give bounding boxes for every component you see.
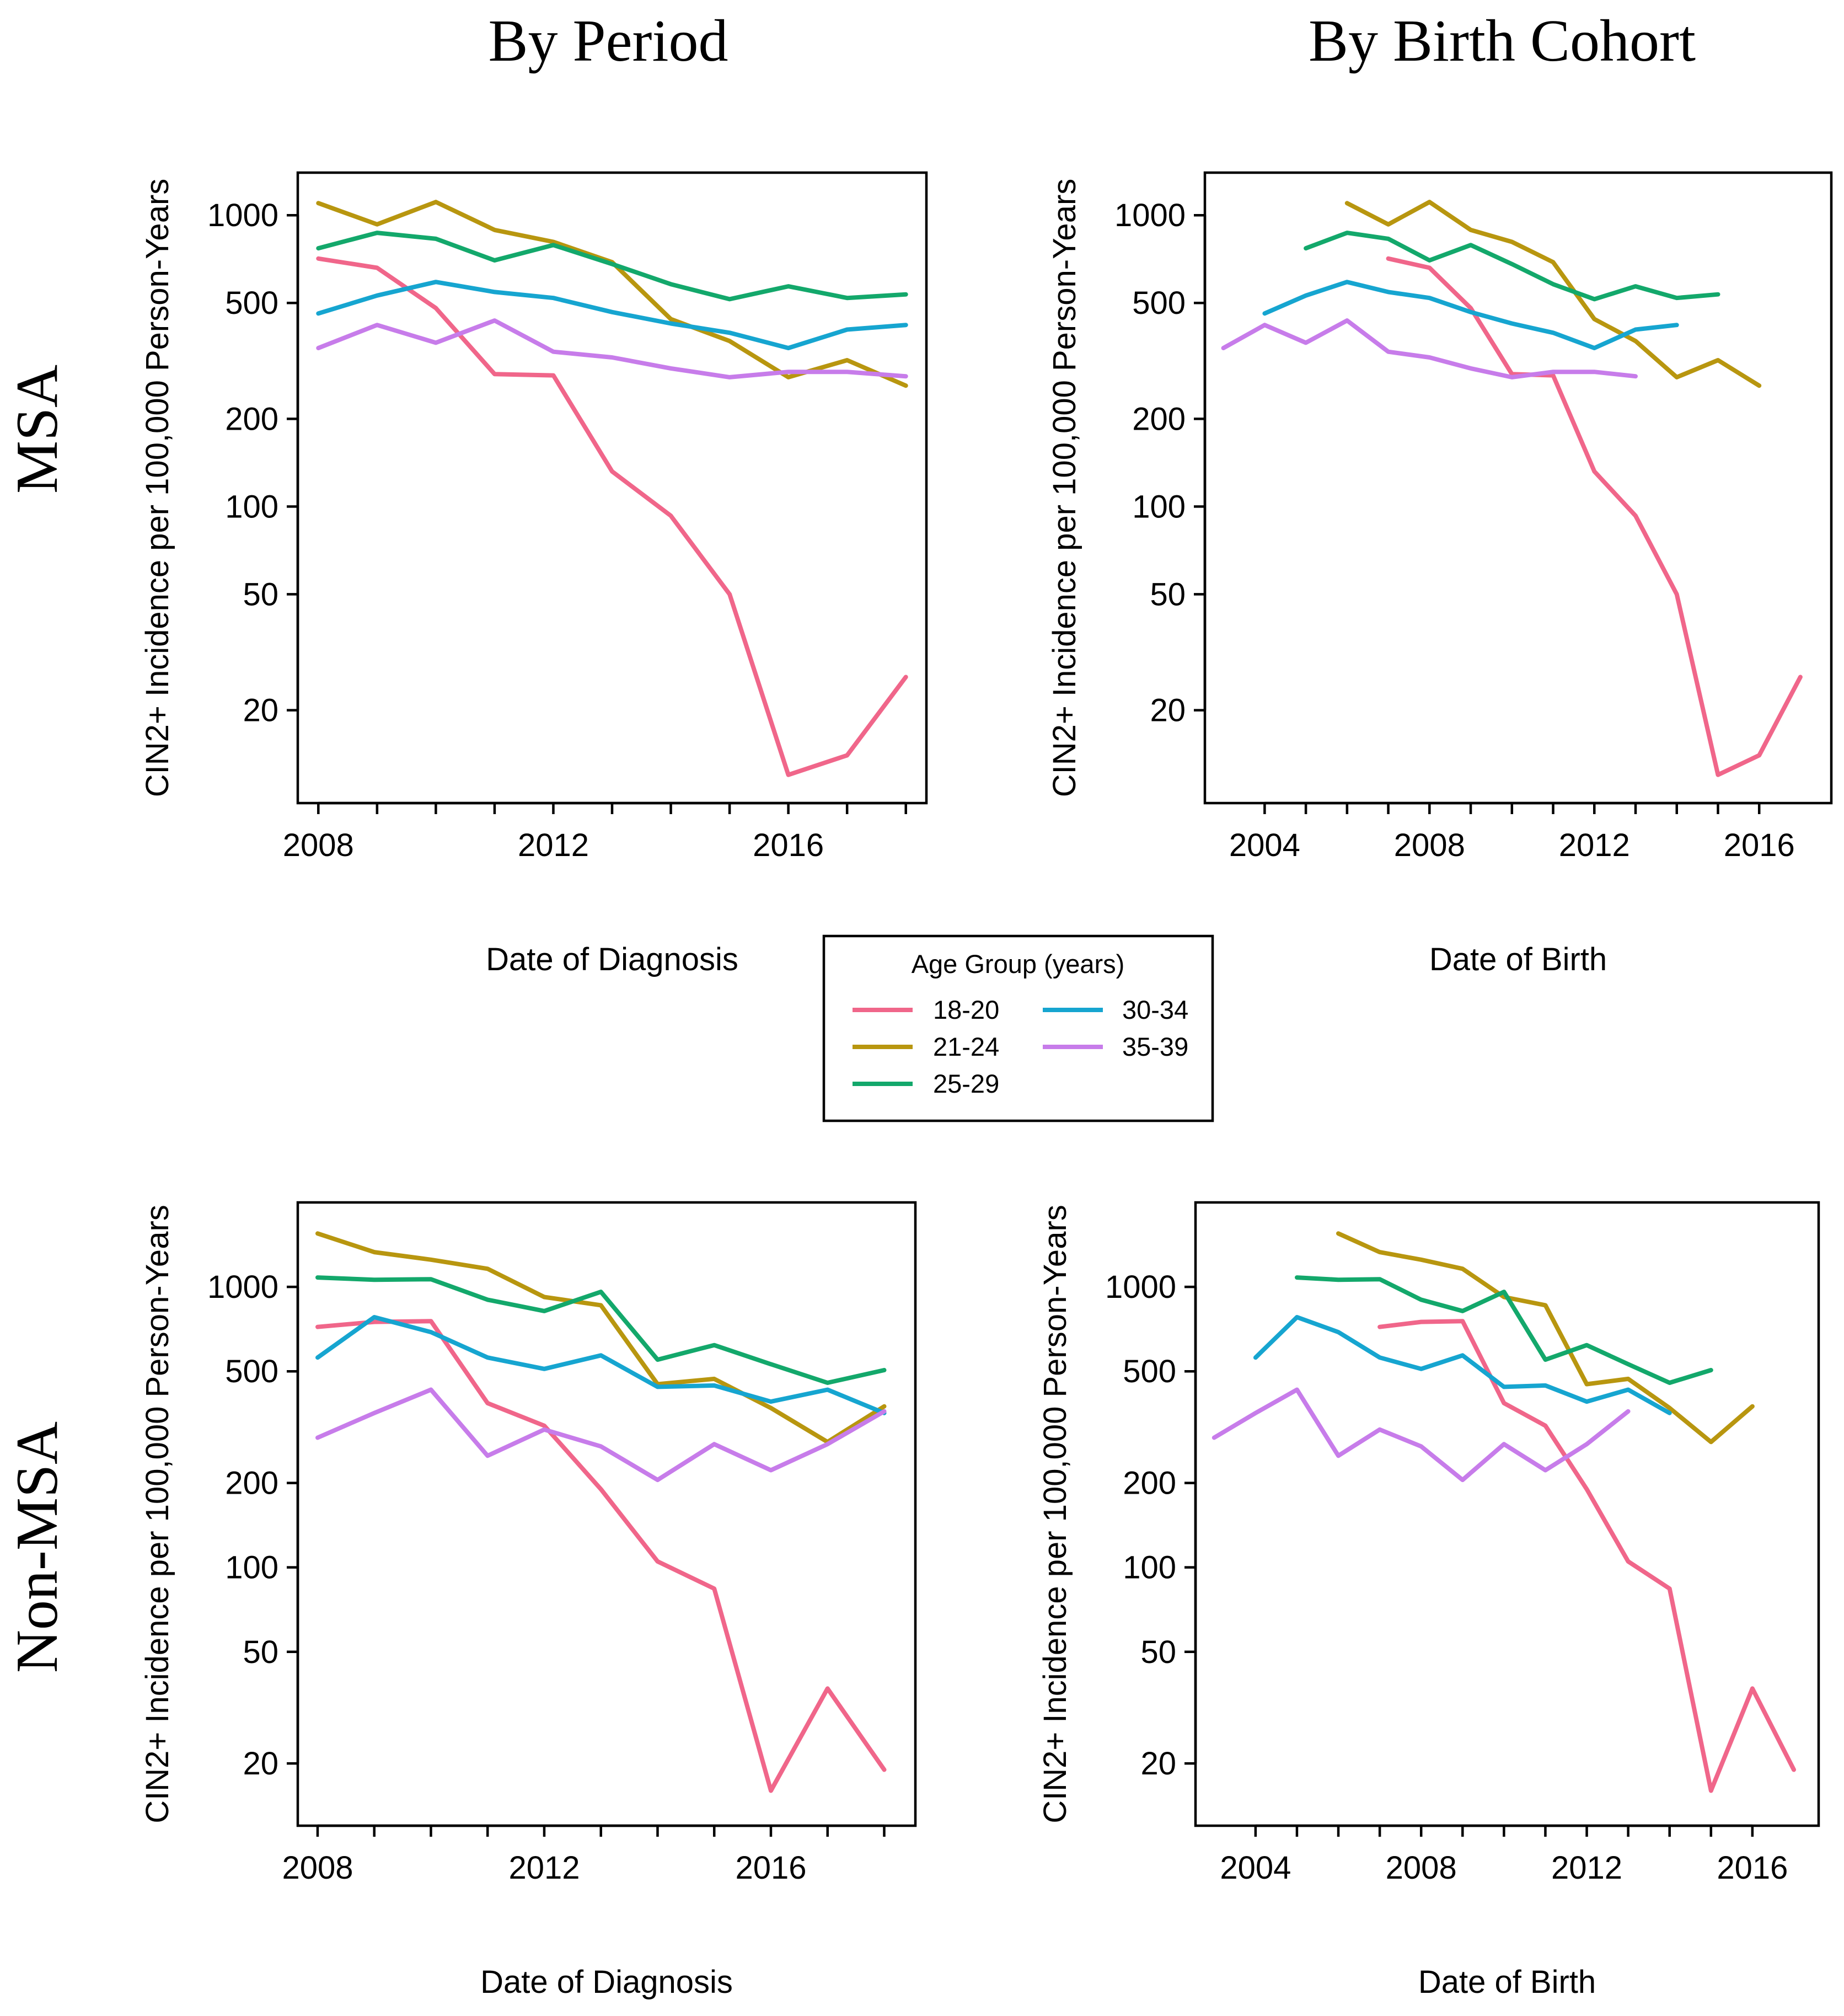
y-tick-label-20: 20: [1150, 693, 1186, 729]
y-tick-label-100: 100: [1132, 489, 1186, 525]
series-line-30-34: [1262, 280, 1679, 350]
series-line-21-24: [315, 1231, 887, 1445]
y-tick-label-100: 100: [225, 1550, 278, 1586]
series-line-30-34: [315, 1315, 887, 1415]
y-tick-label-1000: 1000: [1114, 197, 1186, 233]
legend-box: [822, 934, 1214, 1122]
x-axis-title: Date of Diagnosis: [480, 1964, 733, 2000]
series-line-25-29: [315, 1275, 887, 1385]
x-tick-label-2008: 2008: [282, 1850, 353, 1886]
series-line-25-29: [1295, 1275, 1713, 1385]
y-tick-label-500: 500: [1123, 1354, 1176, 1389]
x-tick-label-2012: 2012: [518, 827, 589, 863]
y-tick-label-50: 50: [1150, 576, 1186, 612]
legend-label-25-29: 25-29: [933, 1069, 999, 1098]
y-tick-label-500: 500: [225, 285, 278, 321]
y-axis-title: CIN2+ Incidence per 100,000 Person-Years: [1047, 179, 1082, 798]
y-tick-label-50: 50: [243, 576, 278, 612]
y-tick-label-20: 20: [1140, 1746, 1176, 1782]
series-line-25-29: [316, 231, 908, 302]
series-line-35-39: [316, 318, 908, 379]
y-tick-label-200: 200: [1132, 401, 1186, 437]
series-line-21-24: [1344, 200, 1762, 388]
x-tick-label-2012: 2012: [508, 1850, 580, 1886]
y-tick-label-1000: 1000: [207, 1269, 278, 1305]
x-tick-label-2008: 2008: [1386, 1850, 1457, 1886]
column-title-period: By Period: [488, 8, 728, 74]
legend-label-18-20: 18-20: [933, 995, 999, 1024]
series-line-35-39: [1221, 318, 1638, 379]
y-tick-label-1000: 1000: [1105, 1269, 1176, 1305]
y-axis-title: CIN2+ Incidence per 100,000 Person-Years: [140, 1205, 175, 1824]
row-title-msa: MSA: [4, 365, 70, 494]
series-line-30-34: [316, 280, 908, 350]
y-tick-label-200: 200: [1123, 1466, 1176, 1501]
y-tick-label-500: 500: [1132, 285, 1186, 321]
y-axis-title: CIN2+ Incidence per 100,000 Person-Years: [140, 179, 175, 798]
panel-msa-by-birth-cohort: 2004 2008 2012 2016 20 50 100 200 500 1000 Date of…: [1047, 171, 1833, 977]
series-line-35-39: [1212, 1387, 1631, 1483]
series-line-18-20: [316, 256, 908, 777]
series-line-35-39: [315, 1387, 887, 1483]
x-axis-title: Date of Birth: [1418, 1964, 1596, 2000]
y-tick-label-200: 200: [225, 401, 278, 437]
x-tick-label-2008: 2008: [283, 827, 354, 863]
y-tick-label-20: 20: [243, 693, 278, 729]
y-tick-label-500: 500: [225, 1354, 278, 1389]
series-line-18-20: [1377, 1319, 1796, 1793]
x-tick-label-2012: 2012: [1559, 827, 1630, 863]
legend-title: Age Group (years): [912, 949, 1125, 978]
y-tick-label-100: 100: [225, 489, 278, 525]
x-tick-label-2016: 2016: [753, 827, 824, 863]
y-tick-label-200: 200: [225, 1466, 278, 1501]
y-axis-title: CIN2+ Incidence per 100,000 Person-Years: [1037, 1205, 1073, 1824]
series-line-21-24: [1336, 1231, 1755, 1445]
legend-label-35-39: 35-39: [1122, 1032, 1188, 1061]
panel-non-msa-by-period: 2008 2012 2016 20 50 100 200 500 1000 Date of Dia…: [140, 1201, 917, 2000]
x-tick-label-2004: 2004: [1229, 827, 1300, 863]
y-tick-label-1000: 1000: [207, 197, 278, 233]
panel-msa-by-period: 2008 2012 2016 20 50 100 200 500 1000 Date of Dia…: [140, 171, 928, 977]
legend-label-30-34: 30-34: [1122, 995, 1188, 1024]
x-axis-title: Date of Diagnosis: [486, 942, 738, 977]
legend-label-21-24: 21-24: [933, 1032, 999, 1061]
y-tick-label-100: 100: [1123, 1550, 1176, 1586]
x-tick-label-2008: 2008: [1394, 827, 1465, 863]
series-line-18-20: [315, 1319, 887, 1793]
legend: Age Group (years) 18-20 21-24 25-29 30-3…: [822, 934, 1214, 1122]
panel-non-msa-by-birth-cohort: 2004 2008 2012 2016 20 50 100 200 500 1000 Date of…: [1037, 1201, 1820, 2000]
y-tick-label-20: 20: [243, 1746, 278, 1782]
x-axis-title: Date of Birth: [1429, 942, 1607, 977]
y-tick-label-50: 50: [243, 1634, 278, 1670]
y-tick-label-50: 50: [1140, 1634, 1176, 1670]
column-title-cohort: By Birth Cohort: [1309, 8, 1696, 74]
x-tick-label-2004: 2004: [1220, 1850, 1291, 1886]
x-tick-label-2016: 2016: [1724, 827, 1795, 863]
series-line-18-20: [1386, 256, 1803, 777]
row-title-non-msa: Non-MSA: [4, 1421, 70, 1673]
x-tick-label-2012: 2012: [1551, 1850, 1622, 1886]
series-line-30-34: [1253, 1315, 1672, 1415]
x-tick-label-2016: 2016: [735, 1850, 806, 1886]
x-tick-label-2016: 2016: [1717, 1850, 1788, 1886]
series-line-25-29: [1304, 231, 1720, 302]
